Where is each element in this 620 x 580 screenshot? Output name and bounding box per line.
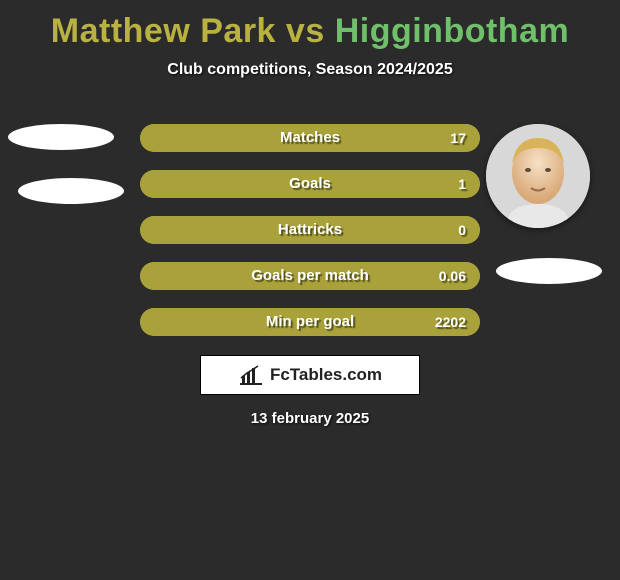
stat-value-right: 0.06	[439, 262, 466, 290]
subtitle: Club competitions, Season 2024/2025	[0, 61, 620, 79]
right-player-placeholder	[496, 258, 602, 284]
stat-label: Goals per match	[140, 262, 480, 290]
title-vs: vs	[276, 12, 335, 50]
brand-text: FcTables.com	[270, 365, 382, 385]
stat-row: Hattricks 0	[140, 216, 480, 244]
stat-label: Goals	[140, 170, 480, 198]
stat-label: Matches	[140, 124, 480, 152]
page-title: Matthew Park vs Higginbotham	[0, 0, 620, 51]
stat-row: Min per goal 2202	[140, 308, 480, 336]
stat-row: Goals per match 0.06	[140, 262, 480, 290]
stat-row: Matches 17	[140, 124, 480, 152]
title-right: Higginbotham	[335, 12, 570, 50]
right-player-avatar	[486, 124, 590, 228]
left-player-placeholder-1	[8, 124, 114, 150]
stat-value-right: 17	[450, 124, 466, 152]
stat-label: Min per goal	[140, 308, 480, 336]
stat-value-right: 1	[458, 170, 466, 198]
brand-box[interactable]: FcTables.com	[200, 355, 420, 395]
stats-container: Matches 17 Goals 1 Hattricks 0 Goals per…	[140, 124, 480, 354]
bar-chart-icon	[238, 364, 264, 386]
stat-value-right: 0	[458, 216, 466, 244]
stat-value-right: 2202	[435, 308, 466, 336]
title-left: Matthew Park	[51, 12, 276, 50]
stat-row: Goals 1	[140, 170, 480, 198]
left-player-placeholder-2	[18, 178, 124, 204]
stat-label: Hattricks	[140, 216, 480, 244]
date-text: 13 february 2025	[0, 410, 620, 427]
avatar-silhouette-icon	[486, 124, 590, 228]
